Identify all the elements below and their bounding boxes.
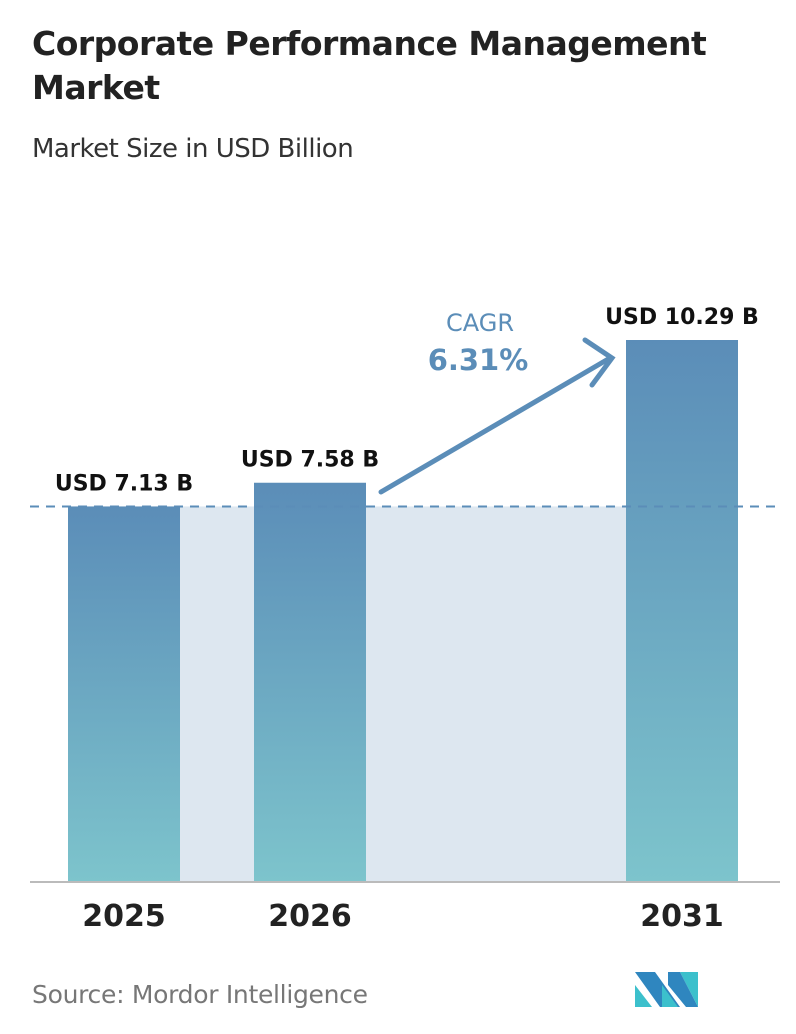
x-tick-label-2026: 2026 (268, 899, 352, 934)
x-tick-label-2031: 2031 (640, 899, 724, 934)
mordor-logo (635, 972, 698, 1007)
cagr-value: 6.31% (428, 343, 529, 377)
data-label-2031: USD 10.29 B (605, 305, 759, 330)
chart-subtitle: Market Size in USD Billion (32, 134, 354, 164)
reference-band (180, 506, 626, 882)
bar-2025 (68, 506, 180, 882)
bar-2031 (626, 340, 738, 882)
cagr-label: CAGR (446, 309, 514, 337)
chart-title: Corporate Performance Management Market (32, 24, 707, 107)
x-tick-label-2025: 2025 (82, 899, 166, 934)
bar-2026 (254, 482, 366, 882)
cagr-arrow-icon (378, 337, 616, 495)
data-label-2025: USD 7.13 B (55, 471, 193, 496)
data-label-2026: USD 7.58 B (241, 448, 379, 473)
source-note: Source: Mordor Intelligence (32, 980, 368, 1009)
